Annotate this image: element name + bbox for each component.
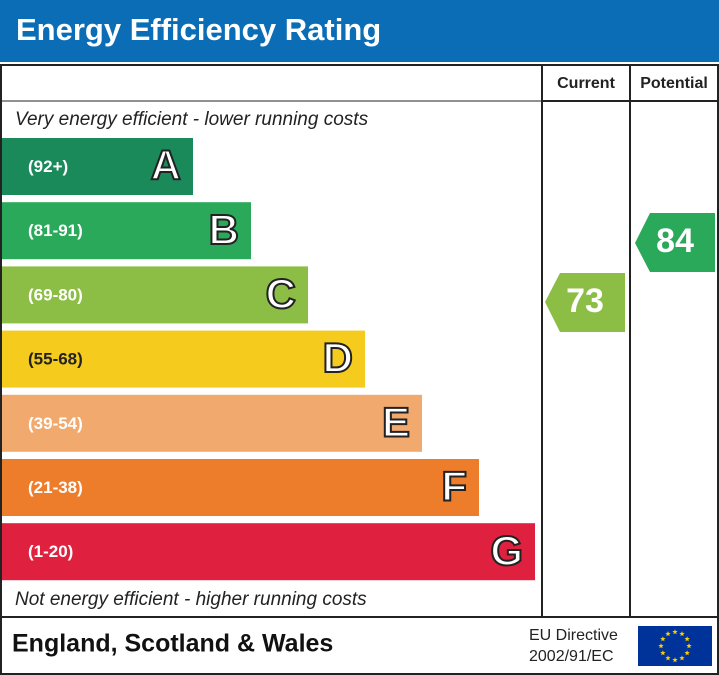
band-letter: B (209, 206, 239, 253)
band-letter: D (323, 334, 353, 381)
band (2, 138, 193, 195)
star (665, 655, 671, 661)
band-range: (21-38) (28, 478, 83, 497)
band (2, 459, 479, 516)
band-range: (55-68) (28, 350, 83, 369)
band (2, 266, 308, 324)
band-range: (69-80) (28, 285, 83, 304)
region: England, Scotland & Wales (12, 630, 333, 658)
band-range: (1-20) (28, 542, 73, 561)
band (2, 394, 422, 452)
star (658, 643, 664, 649)
star (665, 631, 671, 637)
band-letter: A (151, 142, 181, 189)
directive: EU Directive (529, 627, 618, 644)
band-range: (81-91) (28, 221, 83, 240)
bottom-note: Not energy efficient - higher running co… (15, 589, 367, 610)
star (679, 631, 685, 637)
column-header: Current (557, 75, 615, 92)
star (660, 650, 666, 656)
band-range: (39-54) (28, 414, 83, 433)
top-note: Very energy efficient - lower running co… (15, 109, 369, 130)
current-rating: 73 (566, 282, 604, 320)
band-letter: C (266, 270, 296, 317)
band (2, 202, 251, 260)
band (2, 330, 365, 388)
potential-arrow (635, 213, 715, 272)
star (684, 650, 690, 656)
column-header: Potential (640, 75, 708, 92)
star (660, 636, 666, 642)
header-bar (0, 0, 719, 62)
star (672, 629, 678, 635)
current-arrow (545, 273, 625, 332)
band-range: (92+) (28, 157, 68, 176)
star (684, 636, 690, 642)
star (686, 643, 692, 649)
directive: 2002/91/EC (529, 648, 614, 665)
band-letter: F (441, 463, 467, 510)
eu-stars (658, 629, 692, 663)
star (672, 657, 678, 663)
band (2, 523, 535, 581)
title: Energy Efficiency Rating (16, 12, 381, 47)
star (679, 655, 685, 661)
band-letter: E (382, 398, 410, 445)
potential-rating: 84 (656, 222, 694, 260)
bands: (92+) A (81-91) B (69-80) C (55-68) D (39-54) E (2… (2, 138, 535, 581)
band-letter: G (490, 527, 523, 574)
